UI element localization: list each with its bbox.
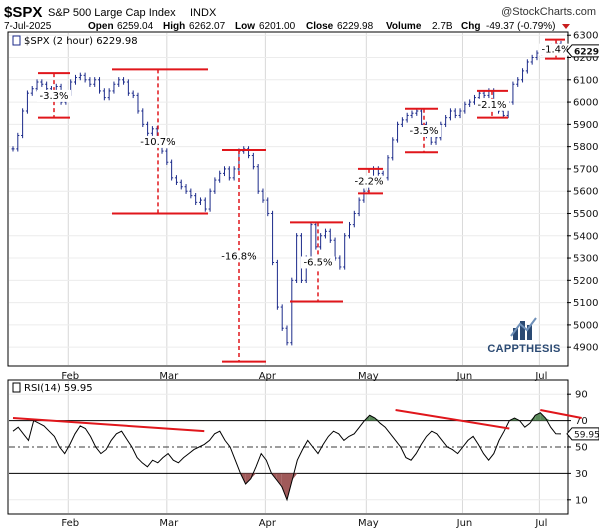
price-y-tick-label: 5600 [573,187,598,198]
header-low-label: Low [235,21,255,32]
drawdown-label: -2.2% [354,177,383,188]
rsi-x-tick-label: Jun [456,518,473,529]
drawdown-label: -6.5% [303,257,332,268]
drawdown-label-bg [37,89,71,102]
price-x-tick-label: Jul [534,371,547,382]
price-y-tick-label: 5300 [573,254,598,265]
drawdown-label-bg [301,256,335,269]
price-legend: $SPX (2 hour) 6229.98 [24,36,138,47]
price-y-tick-label: 5700 [573,164,598,175]
rsi-y-tick-label: 50 [575,443,588,454]
time-axis-rsi: Feb Mar Apr May Jun Jul [61,518,547,529]
header-high-label: High [163,21,185,32]
price-series [11,41,563,346]
price-x-tick-label: May [358,371,379,382]
last-price-tag-box [566,44,599,58]
drawdown-label: -3.3% [39,91,68,102]
rsi-oversold-fill [276,473,282,487]
price-y-tick-label: 5800 [573,142,598,153]
price-y-tick-label: 5500 [573,209,598,220]
price-axis: 4900 5000 5100 5200 5300 5400 5500 5600 5700 5800… [567,31,598,354]
drawdown-label: -2.1% [477,100,506,111]
rsi-y-tick-label: 70 [575,416,588,427]
price-y-tick-label: 5200 [573,276,598,287]
rsi-x-tick-label: Feb [61,518,79,529]
legend-swatch [12,35,21,46]
price-y-tick-label: 5900 [573,120,598,131]
price-y-tick-label: 6300 [573,31,598,42]
drawdown-label-bg [222,250,256,263]
drawdown-label: -1.4% [541,45,570,56]
capp-thesis-logo: CAPPTHESIS [487,317,560,355]
header-chg-label: Chg [461,21,480,32]
rsi-oversold-fill [281,473,287,500]
rsi-line [12,412,562,502]
rsi-y-tick-label: 30 [575,469,588,480]
price-x-tick-label: Mar [159,371,179,382]
rsi-trendline [12,416,205,433]
price-x-tick-label: Feb [61,371,79,382]
price-grid [9,33,567,365]
rsi-overbought-fill [535,412,541,421]
drawdown-label: -10.7% [140,137,175,148]
rsi-trendlines [12,409,582,433]
price-y-tick-label: 6100 [573,75,598,86]
rsi-overbought-fill [369,415,375,421]
drawdown-label-bg [539,43,573,56]
drawdown-annotations: -3.3% -10.7% -16.8% -6.5% -2.2% -3.5% -2.1% -1.… [37,38,573,363]
header-name: S&P 500 Large Cap Index [48,7,176,19]
drawdown-label-bg [141,135,175,148]
header-symbol: $SPX [4,4,42,21]
last-rsi-tag-box [566,427,599,441]
rsi-axis: 10 30 50 70 90 [567,390,588,506]
rsi-trendline [395,409,510,430]
chg-down-arrow-icon [562,24,570,29]
rsi-x-tick-label: Apr [259,518,277,529]
time-axis-price: Feb Mar Apr May Jun Jul [61,371,547,382]
drawdown-label: -16.8% [221,251,256,262]
drawdown-label-bg [407,124,441,137]
drawdown-label: -3.5% [409,126,438,137]
rsi-x-tick-label: Jul [534,518,547,529]
price-y-tick-label: 5400 [573,231,598,242]
price-y-tick-label: 4900 [573,343,598,354]
last-rsi-tag: 59.95 [566,427,599,441]
header-high: 6262.07 [189,21,226,32]
header-close-label: Close [306,21,334,32]
rsi-legend: RSI(14) 59.95 [24,383,93,394]
price-x-tick-label: Jun [456,371,473,382]
price-y-tick-label: 5100 [573,298,598,309]
rsi-x-tick-label: Mar [159,518,179,529]
header-volume: 2.7B [432,21,453,32]
header-open: 6259.04 [117,21,154,32]
drawdown-label-bg [352,175,386,188]
price-y-tick-label: 5000 [573,320,598,331]
header-exchange: INDX [190,7,217,19]
last-price-tag: 6229.98 [566,44,599,58]
rsi-trendline [540,409,582,419]
rsi-y-tick-label: 90 [575,390,588,401]
price-x-tick-label: Apr [259,371,277,382]
logo-text: CAPPTHESIS [487,343,560,355]
header-open-label: Open [88,21,114,32]
header-low: 6201.00 [259,21,296,32]
rsi-legend-swatch [12,382,21,393]
rsi-oversold-fill [245,473,251,484]
header-chg: -49.37 (-0.79%) [486,21,555,32]
drawdown-label-bg [475,98,509,111]
rsi-y-tick-label: 10 [575,495,588,506]
last-rsi-tag-value: 59.95 [574,430,599,440]
header-volume-label: Volume [386,21,422,32]
header-date: 7-Jul-2025 [4,21,52,32]
header-close: 6229.98 [337,21,374,32]
price-panel [7,31,569,367]
last-price-tag-value: 6229.98 [574,47,599,57]
price-y-tick-label: 6000 [573,98,598,109]
rsi-series [12,412,562,502]
header-watermark: @StockCharts.com [501,6,596,18]
price-y-tick-label: 6200 [573,53,598,64]
rsi-x-tick-label: May [358,518,379,529]
